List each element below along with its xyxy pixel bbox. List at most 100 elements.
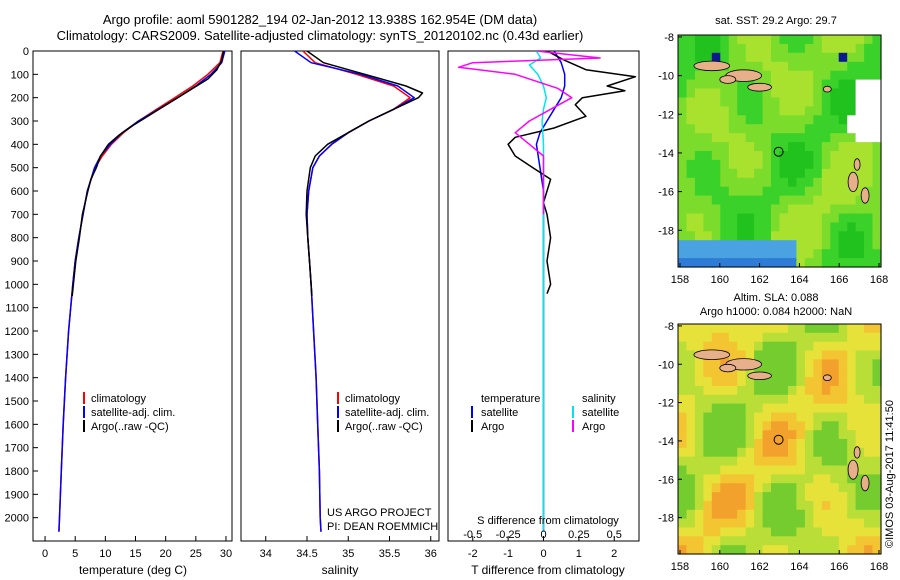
map-cell: [855, 341, 865, 352]
map-cell: [745, 518, 755, 528]
map-cell: [847, 258, 857, 268]
map-cell: [728, 133, 738, 143]
map-cell: [754, 421, 764, 431]
map-cell: [872, 368, 882, 378]
map-cell: [796, 341, 806, 352]
map-cell: [762, 385, 772, 396]
island: [853, 446, 861, 459]
map-cell: [788, 527, 798, 537]
t-difference-xlabel: T difference from climatology: [471, 563, 625, 577]
map-cell: [813, 35, 823, 45]
map-cell: [703, 385, 713, 396]
map-cell: [754, 483, 764, 493]
map-cell: [788, 536, 798, 546]
map-cell: [872, 159, 882, 170]
map-cell: [703, 518, 713, 528]
map-cell: [762, 518, 772, 528]
map-cell: [796, 151, 806, 161]
map-cell: [804, 439, 814, 449]
map-cell: [728, 151, 738, 161]
map-cell: [678, 474, 688, 484]
map-cell: [771, 350, 781, 360]
map-cell: [838, 439, 848, 449]
map-cell: [711, 545, 721, 555]
map-cell: [813, 151, 823, 161]
map-cell: [830, 124, 840, 134]
map-cell: [771, 204, 781, 214]
map-cell: [771, 359, 781, 369]
map-cell: [838, 159, 848, 170]
map-cell: [678, 133, 688, 143]
map-cell: [830, 97, 840, 107]
map-cell: [872, 430, 882, 440]
map-cell: [771, 518, 781, 528]
map-cell: [872, 35, 882, 45]
map-cell: [847, 195, 857, 206]
map-cell: [821, 52, 831, 63]
map-cell: [779, 385, 789, 396]
map-cell: [728, 341, 738, 352]
map-cell: [847, 359, 857, 369]
map-cell: [813, 168, 823, 179]
map-cell: [771, 142, 781, 152]
map-cell: [703, 492, 713, 502]
map-cell: [830, 492, 840, 502]
map-cell: [762, 332, 772, 343]
map-cell: [830, 52, 840, 63]
map-cell: [762, 341, 772, 352]
map-cell: [788, 231, 798, 241]
map-cell: [838, 421, 848, 431]
map-cell: [796, 231, 806, 241]
map-cell: [745, 133, 755, 143]
map-cell: [804, 106, 814, 116]
map-cell: [703, 35, 713, 45]
map-cell: [847, 377, 857, 387]
map-cell: [703, 168, 713, 179]
map-cell: [771, 222, 781, 232]
map-cell: [771, 500, 781, 511]
map-cell: [703, 258, 713, 268]
map-cell: [694, 195, 704, 206]
map-cell: [821, 518, 831, 528]
map-cell: [694, 177, 704, 188]
map-cell: [838, 377, 848, 387]
map-cell: [779, 222, 789, 232]
map-cell: [686, 97, 696, 107]
map-cell: [804, 159, 814, 170]
map-cell: [796, 518, 806, 528]
map-cell: [754, 43, 764, 54]
profile-title: Argo profile: aoml 5901282_194 02-Jan-20…: [102, 12, 538, 27]
map-cell: [830, 421, 840, 431]
map-cell: [855, 456, 865, 467]
map-cell: [838, 456, 848, 467]
map-cell: [788, 168, 798, 179]
map-cell: [678, 258, 688, 268]
map-cell: [779, 79, 789, 90]
map-cell: [678, 527, 688, 537]
map-cell: [821, 240, 831, 250]
map-cell: [728, 332, 738, 343]
map-cell: [821, 222, 831, 232]
map-cell: [745, 168, 755, 179]
map-cell: [847, 97, 857, 107]
map-cell: [821, 35, 831, 45]
map-cell: [703, 332, 713, 343]
map-cell: [872, 439, 882, 449]
map-cell: [830, 35, 840, 45]
map-cell: [872, 195, 882, 206]
map-cell: [779, 324, 789, 334]
map-cell: [788, 465, 798, 475]
map-cell: [737, 43, 747, 54]
temperature-xtick-label: 0: [42, 548, 48, 560]
map-cell: [711, 341, 721, 352]
map-cell: [821, 204, 831, 214]
map-cell: [703, 142, 713, 152]
map-cell: [855, 168, 865, 179]
map-cell: [813, 249, 823, 259]
map-cell: [821, 151, 831, 161]
map-cell: [872, 421, 882, 431]
map-cell: [720, 195, 730, 206]
map-cell: [771, 324, 781, 334]
map-cell: [788, 368, 798, 378]
map-cell: [788, 258, 798, 268]
